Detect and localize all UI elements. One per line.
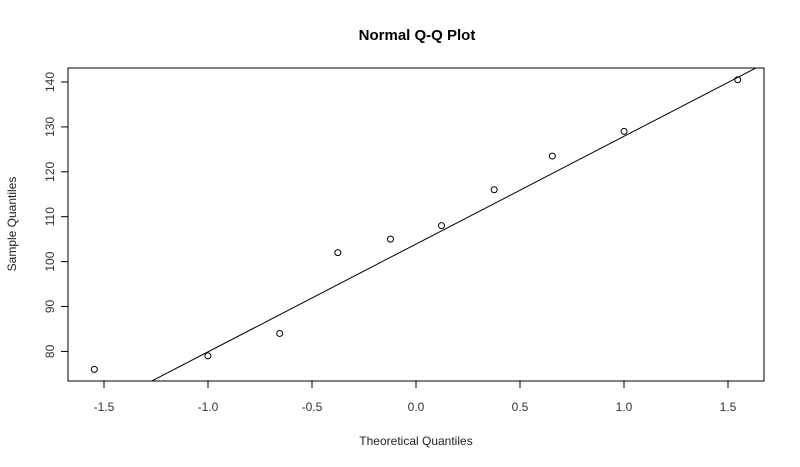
data-point: [90, 365, 98, 373]
x-tick-label: 0.0: [408, 400, 425, 414]
plot-frame: [67, 67, 765, 382]
y-tick-label: 90: [43, 300, 57, 314]
data-point: [620, 127, 628, 135]
chart-title: Normal Q-Q Plot: [359, 27, 476, 44]
x-tick-label: -0.5: [302, 400, 323, 414]
data-point: [438, 222, 446, 230]
y-tick-label: 110: [43, 207, 57, 226]
data-point: [490, 186, 498, 194]
y-axis-label: Sample Quantiles: [5, 177, 19, 272]
data-point: [334, 249, 342, 257]
x-tick-label: 1.5: [720, 400, 737, 414]
y-tick-label: 140: [43, 72, 57, 92]
y-tick-label: 100: [43, 251, 57, 271]
y-tick-label: 120: [43, 161, 57, 181]
x-tick-label: -1.5: [94, 400, 115, 414]
qq-line: [150, 68, 757, 381]
x-tick-label: 0.5: [512, 400, 529, 414]
data-point: [204, 352, 212, 360]
reference-line: [150, 68, 757, 381]
data-point: [548, 152, 556, 160]
data-points: [90, 76, 742, 373]
data-point: [734, 76, 742, 84]
data-point: [276, 329, 284, 337]
y-axis: 80 90 100 110 120 130 140: [43, 72, 68, 358]
x-axis: -1.5 -1.0 -0.5 0.0 0.5 1.0 1.5: [94, 381, 737, 414]
y-tick-label: 80: [43, 344, 57, 358]
y-tick-label: 130: [43, 117, 57, 137]
data-point: [386, 235, 394, 243]
x-tick-label: 1.0: [616, 400, 633, 414]
x-tick-label: -1.0: [198, 400, 219, 414]
x-axis-label: Theoretical Quantiles: [359, 434, 472, 448]
